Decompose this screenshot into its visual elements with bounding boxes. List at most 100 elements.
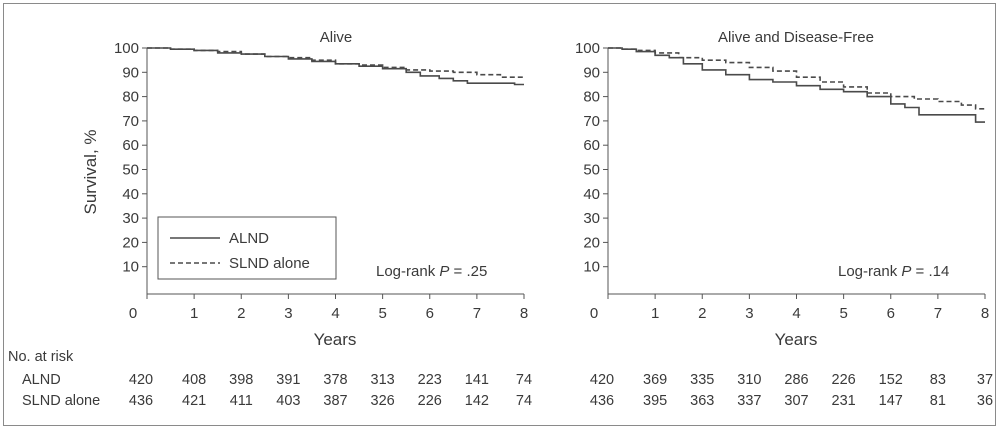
- x-tick-label: 0: [590, 305, 598, 322]
- y-tick-label: 40: [122, 186, 139, 203]
- series-line-slnd-alone: [608, 47, 985, 110]
- axes: 10 20 30 40 50 60 70 80 90 100 0 1 2 3 4 5 6 7 8: [575, 40, 989, 322]
- panel-alive-disease-free: Alive and Disease-Free 10203040506070809…: [575, 29, 989, 349]
- risk-value: 326: [371, 393, 395, 409]
- log-rank-annotation: Log-rank P = .25: [376, 263, 487, 280]
- x-axis-label: Years: [775, 330, 818, 349]
- risk-value: 81: [930, 393, 946, 409]
- y-tick-label: 70: [122, 113, 139, 130]
- risk-row-label-alnd: ALND: [22, 372, 61, 388]
- risk-value: 403: [276, 393, 300, 409]
- series-layer: [147, 47, 524, 86]
- y-tick-label: 70: [583, 113, 600, 130]
- risk-values: 420 408 398 391 378 313 223 141 74 420 369 335 310 28…: [129, 372, 993, 409]
- risk-value: 223: [418, 372, 442, 388]
- log-rank-annotation: Log-rank P = .14: [838, 263, 949, 280]
- risk-value: 363: [690, 393, 714, 409]
- risk-value: 411: [230, 393, 253, 409]
- legend-label-alnd: ALND: [229, 230, 269, 247]
- risk-value: 420: [129, 372, 153, 388]
- annotation-p: P: [439, 263, 449, 280]
- risk-value: 395: [643, 393, 667, 409]
- legend-label-slnd: SLND alone: [229, 255, 310, 272]
- panel-title: Alive and Disease-Free: [718, 29, 874, 46]
- legend: ALND SLND alone: [157, 216, 337, 280]
- y-tick-label: 60: [583, 137, 600, 154]
- x-tick-label: 5: [378, 305, 386, 322]
- risk-value: 408: [182, 372, 206, 388]
- y-tick-label: 10: [583, 259, 600, 276]
- risk-value: 369: [643, 372, 667, 388]
- series-line-alnd: [608, 47, 985, 123]
- annotation-suffix: = .25: [449, 263, 487, 280]
- annotation-p: P: [901, 263, 911, 280]
- risk-value: 436: [590, 393, 614, 409]
- annotation-prefix: Log-rank: [376, 263, 439, 280]
- panel-title: Alive: [320, 29, 353, 46]
- y-tick-label: 100: [575, 40, 600, 57]
- x-tick-label: 1: [190, 305, 198, 322]
- y-tick-label: 30: [583, 210, 600, 227]
- risk-table-header: No. at risk: [8, 349, 74, 365]
- risk-value: 286: [784, 372, 808, 388]
- y-tick-label: 30: [122, 210, 139, 227]
- x-tick-label: 6: [426, 305, 434, 322]
- series-line-slnd-alone: [147, 47, 524, 78]
- y-tick-label: 50: [122, 162, 139, 179]
- risk-value: 226: [418, 393, 442, 409]
- annotation-suffix: = .14: [911, 263, 949, 280]
- risk-value: 141: [465, 372, 489, 388]
- risk-value: 378: [323, 372, 347, 388]
- panel-alive: Alive 10 20 30 40 50 60 70 80 90 100 0 1 2 3 4 5 6 7 8 Sur…: [81, 29, 528, 349]
- risk-table: No. at risk ALND SLND alone 420 408 398 391…: [8, 349, 993, 409]
- x-tick-label: 7: [473, 305, 481, 322]
- x-tick-label: 5: [839, 305, 847, 322]
- axes: 10 20 30 40 50 60 70 80 90 100 0 1 2 3 4 5 6 7 8: [114, 40, 528, 322]
- risk-value: 307: [784, 393, 808, 409]
- x-axis-label: Years: [314, 330, 357, 349]
- y-tick-label: 10: [122, 259, 139, 276]
- risk-value: 74: [516, 372, 532, 388]
- series-layer: [608, 47, 985, 123]
- x-tick-label: 8: [520, 305, 528, 322]
- risk-value: 142: [465, 393, 489, 409]
- x-tick-label: 7: [934, 305, 942, 322]
- x-tick-label: 8: [981, 305, 989, 322]
- y-axis-label: Survival, %: [81, 129, 100, 214]
- risk-value: 420: [590, 372, 614, 388]
- risk-value: 147: [879, 393, 903, 409]
- risk-value: 152: [879, 372, 903, 388]
- risk-value: 74: [516, 393, 532, 409]
- y-tick-label: 40: [583, 186, 600, 203]
- legend-box: [157, 216, 337, 280]
- risk-value: 436: [129, 393, 153, 409]
- annotation-prefix: Log-rank: [838, 263, 901, 280]
- y-tick-label: 20: [122, 234, 139, 251]
- risk-row-label-slnd: SLND alone: [22, 393, 100, 409]
- risk-value: 398: [229, 372, 253, 388]
- x-tick-label: 3: [284, 305, 292, 322]
- x-tick-label: 3: [745, 305, 753, 322]
- risk-value: 36: [977, 393, 993, 409]
- y-tick-label: 20: [583, 234, 600, 251]
- x-tick-label: 2: [237, 305, 245, 322]
- risk-value: 421: [182, 393, 206, 409]
- risk-value: 231: [832, 393, 856, 409]
- y-tick-label: 90: [583, 64, 600, 81]
- risk-value: 37: [977, 372, 993, 388]
- x-tick-label: 6: [887, 305, 895, 322]
- risk-value: 335: [690, 372, 714, 388]
- risk-value: 337: [737, 393, 761, 409]
- x-tick-label: 1: [651, 305, 659, 322]
- risk-value: 226: [832, 372, 856, 388]
- y-tick-label: 60: [122, 137, 139, 154]
- y-tick-label: 80: [583, 89, 600, 106]
- y-tick-label: 80: [122, 89, 139, 106]
- x-tick-label: 4: [792, 305, 800, 322]
- x-tick-label: 0: [129, 305, 137, 322]
- risk-value: 387: [323, 393, 347, 409]
- risk-value: 83: [930, 372, 946, 388]
- y-tick-label: 100: [114, 40, 139, 57]
